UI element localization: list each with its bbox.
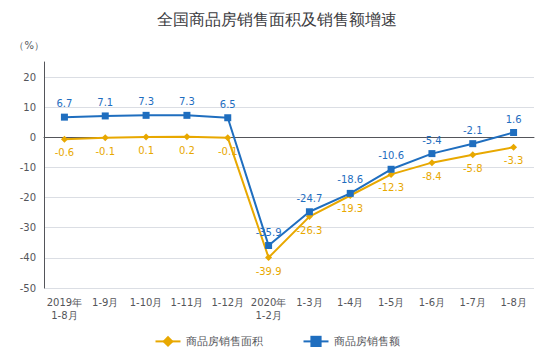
svg-text:1-3月: 1-3月: [296, 297, 322, 308]
svg-text:-20: -20: [20, 192, 36, 203]
svg-text:7.3: 7.3: [179, 96, 195, 107]
svg-text:商品房销售面积: 商品房销售面积: [186, 335, 263, 348]
svg-text:-12.3: -12.3: [378, 182, 404, 193]
svg-text:1-9月: 1-9月: [92, 297, 118, 308]
svg-text:-0.6: -0.6: [55, 147, 75, 158]
svg-text:-0.1: -0.1: [218, 146, 238, 157]
svg-text:-26.3: -26.3: [296, 225, 322, 236]
svg-text:0: 0: [30, 132, 36, 143]
svg-text:-30: -30: [20, 222, 36, 233]
svg-text:20: 20: [23, 72, 36, 83]
svg-text:-18.6: -18.6: [337, 174, 363, 185]
svg-text:-5.8: -5.8: [463, 163, 483, 174]
svg-text:-19.3: -19.3: [337, 203, 363, 214]
svg-text:-35.9: -35.9: [256, 227, 282, 238]
svg-text:10: 10: [23, 102, 36, 113]
svg-text:-39.9: -39.9: [256, 266, 282, 277]
svg-text:1-5月: 1-5月: [378, 297, 404, 308]
svg-text:6.7: 6.7: [56, 98, 72, 109]
svg-text:-5.4: -5.4: [422, 135, 442, 146]
svg-text:-40: -40: [20, 252, 36, 263]
svg-text:（%）: （%）: [14, 40, 44, 51]
svg-text:6.5: 6.5: [220, 99, 236, 110]
svg-text:2020年: 2020年: [251, 297, 286, 308]
svg-text:0.1: 0.1: [138, 145, 154, 156]
svg-text:商品房销售额: 商品房销售额: [334, 335, 400, 348]
svg-text:1.6: 1.6: [506, 114, 522, 125]
svg-text:-24.7: -24.7: [296, 193, 322, 204]
svg-text:7.3: 7.3: [138, 96, 154, 107]
svg-text:1-11月: 1-11月: [171, 297, 204, 308]
svg-text:1-2月: 1-2月: [255, 310, 281, 321]
svg-text:-50: -50: [20, 283, 36, 294]
svg-text:1-7月: 1-7月: [460, 297, 486, 308]
svg-text:-2.1: -2.1: [463, 125, 483, 136]
svg-text:-0.1: -0.1: [95, 146, 115, 157]
svg-text:1-4月: 1-4月: [337, 297, 363, 308]
svg-text:全国商品房销售面积及销售额增速: 全国商品房销售面积及销售额增速: [157, 10, 397, 29]
svg-text:7.1: 7.1: [97, 97, 113, 108]
svg-text:-8.4: -8.4: [422, 171, 442, 182]
svg-text:-10: -10: [20, 162, 36, 173]
svg-text:-3.3: -3.3: [504, 155, 524, 166]
svg-text:0.2: 0.2: [179, 145, 195, 156]
svg-text:1-10月: 1-10月: [130, 297, 163, 308]
svg-text:1-8月: 1-8月: [500, 297, 526, 308]
svg-text:1-6月: 1-6月: [419, 297, 445, 308]
svg-text:-10.6: -10.6: [378, 150, 404, 161]
svg-text:1-8月: 1-8月: [51, 310, 77, 321]
svg-text:2019年: 2019年: [47, 297, 82, 308]
svg-text:1-12月: 1-12月: [211, 297, 244, 308]
